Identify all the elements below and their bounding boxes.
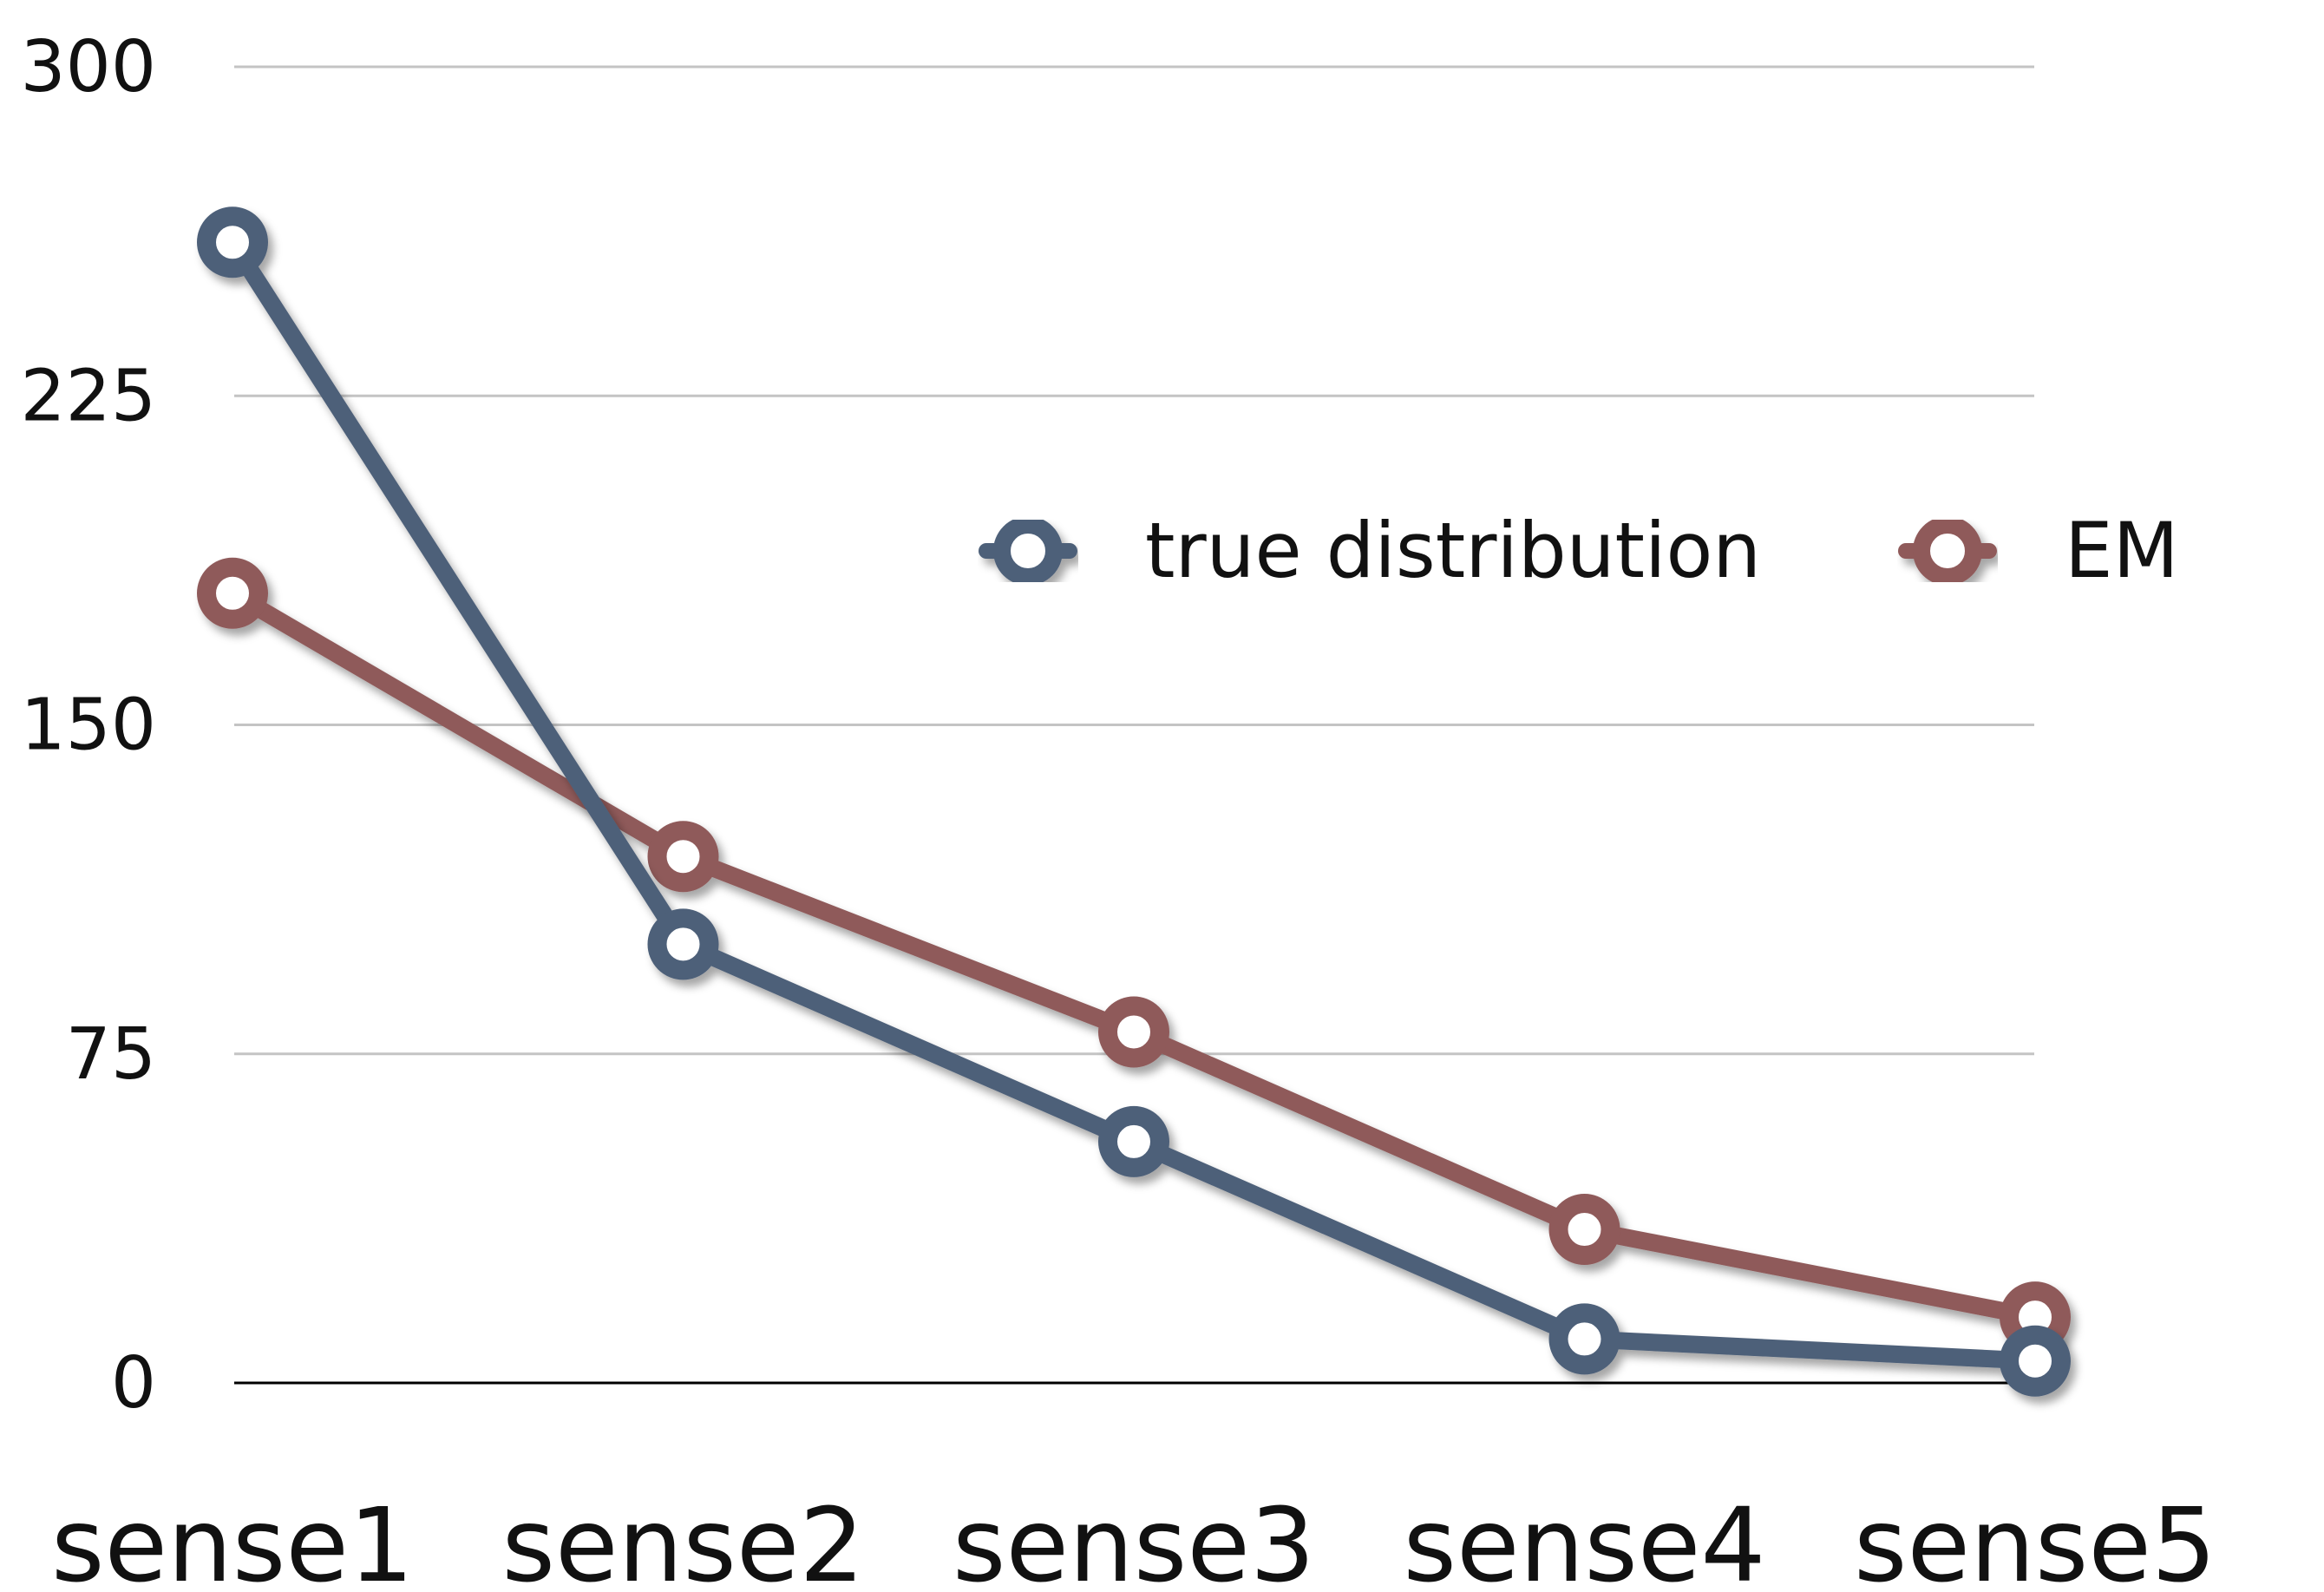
y-tick-label: 150 bbox=[20, 685, 156, 767]
x-tick-label: sense3 bbox=[953, 1485, 1315, 1592]
data-point bbox=[1098, 996, 1169, 1068]
legend-swatch-marker bbox=[1913, 516, 1982, 586]
x-axis-ticks: sense1 sense2 sense3 sense4 sense5 bbox=[51, 1485, 2216, 1592]
series-line bbox=[224, 233, 2044, 1370]
data-point bbox=[1098, 1105, 1169, 1177]
y-tick-label: 300 bbox=[20, 26, 156, 108]
data-point bbox=[647, 821, 719, 893]
data-point bbox=[647, 908, 719, 980]
data-point bbox=[1548, 1194, 1620, 1266]
series-true-distribution bbox=[197, 206, 2071, 1397]
x-tick-label: sense5 bbox=[1854, 1485, 2216, 1592]
series-group bbox=[197, 206, 2071, 1397]
legend-item bbox=[1898, 516, 1997, 586]
data-point bbox=[1548, 1303, 1620, 1375]
gridlines bbox=[234, 65, 2034, 1385]
data-point bbox=[197, 557, 268, 629]
series-line bbox=[224, 584, 2044, 1327]
legend-label: EM bbox=[2065, 506, 2179, 595]
y-tick-label: 75 bbox=[66, 1013, 156, 1096]
legend: true distribution EM bbox=[979, 506, 2179, 595]
x-tick-label: sense1 bbox=[51, 1485, 414, 1592]
y-tick-label: 0 bbox=[111, 1342, 156, 1425]
y-axis-ticks: 0 75 150 225 300 bbox=[20, 26, 156, 1425]
series-em bbox=[197, 557, 2071, 1353]
legend-swatch-marker bbox=[993, 516, 1063, 586]
y-tick-label: 225 bbox=[20, 355, 156, 437]
legend-item bbox=[979, 516, 1077, 586]
data-point bbox=[2000, 1325, 2071, 1397]
legend-label: true distribution bbox=[1145, 506, 1761, 595]
x-tick-label: sense4 bbox=[1403, 1485, 1765, 1592]
x-tick-label: sense2 bbox=[501, 1485, 864, 1592]
data-point bbox=[197, 206, 268, 278]
